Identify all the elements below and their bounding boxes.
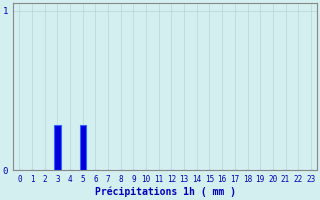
Bar: [80, 125, 86, 170]
X-axis label: Précipitations 1h ( mm ): Précipitations 1h ( mm ): [95, 187, 236, 197]
Bar: [54, 125, 60, 170]
